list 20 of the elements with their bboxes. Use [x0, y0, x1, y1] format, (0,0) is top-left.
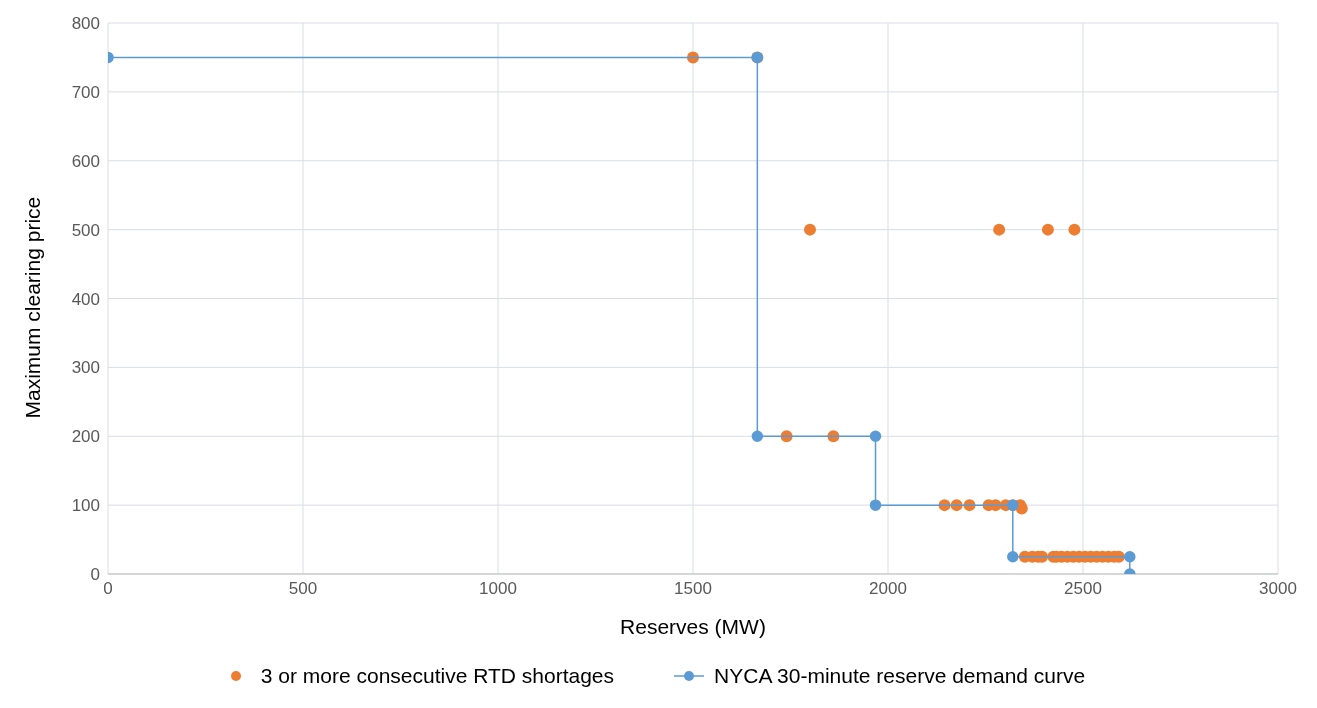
legend-label: NYCA 30-minute reserve demand curve [714, 664, 1086, 688]
y-tick-label: 200 [71, 427, 100, 447]
x-tick-label: 2000 [869, 579, 907, 599]
x-tick-label: 1000 [479, 579, 517, 599]
x-tick-label: 2500 [1064, 579, 1102, 599]
x-tick-label: 1500 [674, 579, 712, 599]
y-tick-label: 300 [71, 358, 100, 378]
y-axis-title: Maximum clearing price [21, 196, 45, 419]
x-tick-label: 500 [288, 579, 318, 599]
x-tick-label: 0 [103, 579, 113, 599]
y-tick-label: 100 [71, 496, 100, 516]
legend-label: 3 or more consecutive RTD shortages [260, 664, 615, 688]
y-tick-label: 500 [71, 220, 100, 240]
y-tick-label: 700 [71, 82, 100, 102]
x-tick-label: 3000 [1259, 579, 1297, 599]
x-axis-title: Reserves (MW) [620, 615, 766, 638]
y-tick-label: 0 [90, 565, 100, 585]
y-tick-label: 800 [71, 14, 100, 34]
y-tick-label: 600 [71, 151, 100, 171]
y-tick-label: 400 [71, 289, 100, 309]
